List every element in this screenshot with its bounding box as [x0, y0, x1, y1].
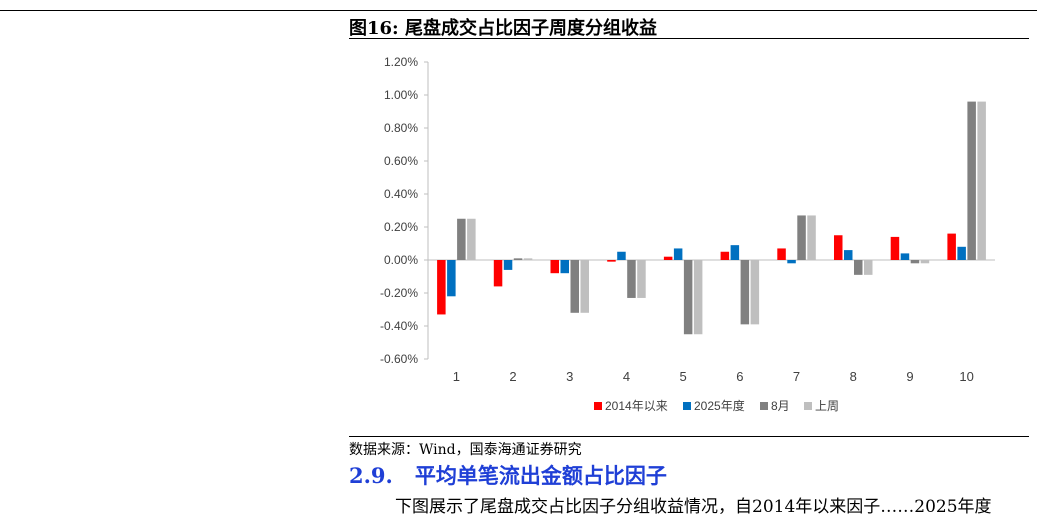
- page-top-rule: [0, 10, 1037, 11]
- bar: [910, 260, 920, 264]
- bar: [900, 253, 910, 260]
- x-tick-label: 4: [623, 369, 630, 384]
- x-tick-label: 2: [509, 369, 516, 384]
- bar: [570, 260, 579, 313]
- legend-swatch: [594, 402, 602, 410]
- bar: [673, 248, 683, 260]
- x-tick-label: 8: [850, 369, 857, 384]
- y-tick-label: 0.80%: [384, 121, 418, 135]
- bar: [637, 260, 646, 298]
- bar: [890, 236, 900, 260]
- section-heading: 2.9. 平均单笔流出金额占比因子: [349, 460, 667, 490]
- bar: [560, 260, 569, 274]
- legend-swatch: [683, 402, 691, 410]
- bar: [663, 256, 673, 260]
- bar: [864, 260, 873, 275]
- legend-label: 2014年以来: [605, 399, 668, 413]
- bar: [513, 258, 523, 260]
- source-rule: [349, 436, 1029, 437]
- bar: [617, 251, 626, 260]
- legend-label: 8月: [771, 399, 790, 413]
- bar: [967, 101, 976, 260]
- legend-swatch: [760, 402, 768, 410]
- bar: [977, 101, 986, 260]
- bar: [920, 260, 930, 264]
- x-tick-label: 3: [566, 369, 573, 384]
- bar: [750, 260, 760, 325]
- x-tick-label: 7: [793, 369, 800, 384]
- y-tick-label: -0.40%: [380, 319, 418, 333]
- bar: [523, 258, 533, 260]
- bar: [493, 260, 503, 287]
- bar: [720, 251, 730, 260]
- y-tick-label: 0.20%: [384, 220, 418, 234]
- y-tick-label: 0.40%: [384, 187, 418, 201]
- grouped-bar-chart: 1.20% 1.00% 0.80% 0.60% 0.40% 0.20% 0.00% -0.20…: [380, 55, 995, 413]
- y-tick-label: 0.00%: [384, 253, 418, 267]
- section-number: 2.9.: [349, 463, 393, 488]
- legend-label: 2025年度: [694, 398, 745, 413]
- bar: [797, 215, 806, 260]
- bar: [947, 233, 956, 260]
- x-tick-label: 9: [906, 369, 913, 384]
- bar: [787, 260, 796, 264]
- bar: [503, 260, 513, 270]
- legend-swatch: [804, 402, 812, 410]
- x-tick-label: 5: [680, 369, 687, 384]
- figure-title: 图16: 尾盘成交占比因子周度分组收益: [349, 18, 657, 39]
- bar: [447, 260, 456, 297]
- y-tick-label: -0.60%: [380, 352, 418, 366]
- bar: [550, 260, 559, 274]
- bar: [854, 260, 863, 275]
- figure-source: 数据来源：Wind，国泰海通证券研究: [349, 442, 582, 458]
- y-tick-label: 1.00%: [384, 88, 418, 102]
- y-tick-label: 1.20%: [384, 55, 418, 69]
- y-tick-label: -0.20%: [380, 286, 418, 300]
- bar: [844, 250, 853, 260]
- x-tick-label: 10: [959, 369, 973, 384]
- bar: [777, 248, 786, 260]
- bar: [740, 260, 750, 325]
- bar: [437, 260, 446, 315]
- section-title: 平均单笔流出金额占比因子: [414, 463, 667, 488]
- bar: [627, 260, 636, 298]
- bar: [730, 245, 740, 260]
- bar: [607, 260, 616, 262]
- y-tick-label: 0.60%: [384, 154, 418, 168]
- bar: [467, 218, 476, 260]
- legend-label: 上周: [815, 399, 839, 413]
- bar: [834, 235, 843, 260]
- x-tick-label: 6: [736, 369, 743, 384]
- bar: [957, 246, 966, 260]
- bar: [457, 218, 466, 260]
- figure-title-rule: [349, 38, 1029, 39]
- bar: [580, 260, 589, 313]
- bar: [693, 260, 703, 335]
- bar: [683, 260, 693, 335]
- bar: [807, 215, 816, 260]
- x-tick-label: 1: [453, 369, 460, 384]
